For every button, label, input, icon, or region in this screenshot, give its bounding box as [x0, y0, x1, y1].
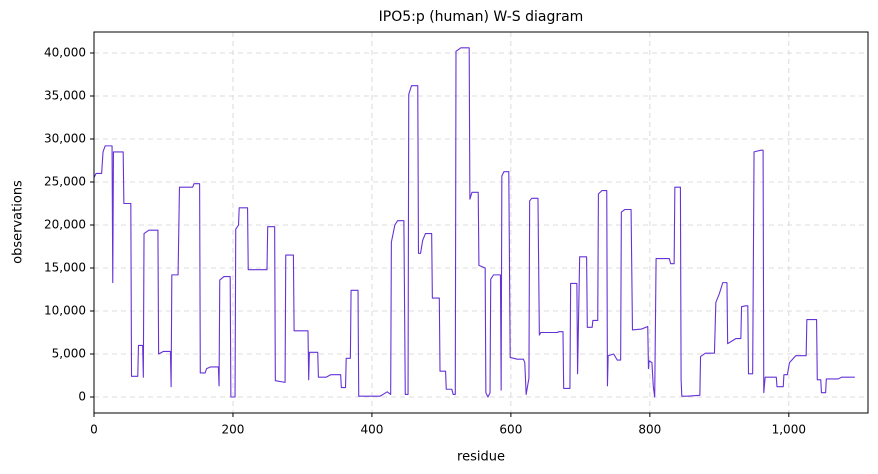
y-tick-label: 0 — [78, 390, 86, 404]
y-axis-label: observations — [11, 180, 26, 264]
x-tick-label: 600 — [499, 423, 522, 437]
y-tick-label: 15,000 — [44, 260, 86, 274]
y-tick-label: 10,000 — [44, 303, 86, 317]
y-tick-label: 40,000 — [44, 45, 86, 59]
plot-frame — [93, 31, 869, 414]
x-tick-label: 200 — [222, 423, 245, 437]
data-line — [93, 47, 855, 398]
x-tick-label: 0 — [90, 423, 98, 437]
y-tick-label: 5,000 — [52, 347, 86, 361]
y-tick-label: 35,000 — [44, 88, 86, 102]
x-axis-label: residue — [457, 450, 505, 465]
y-tick-label: 30,000 — [44, 131, 86, 145]
x-tick-label: 1,000 — [772, 423, 806, 437]
y-tick-label: 20,000 — [44, 217, 86, 231]
chart-title: IPO5:p (human) W-S diagram — [379, 9, 584, 25]
y-tick-label: 25,000 — [44, 174, 86, 188]
x-tick-label: 400 — [360, 423, 383, 437]
x-tick-label: 800 — [638, 423, 661, 437]
